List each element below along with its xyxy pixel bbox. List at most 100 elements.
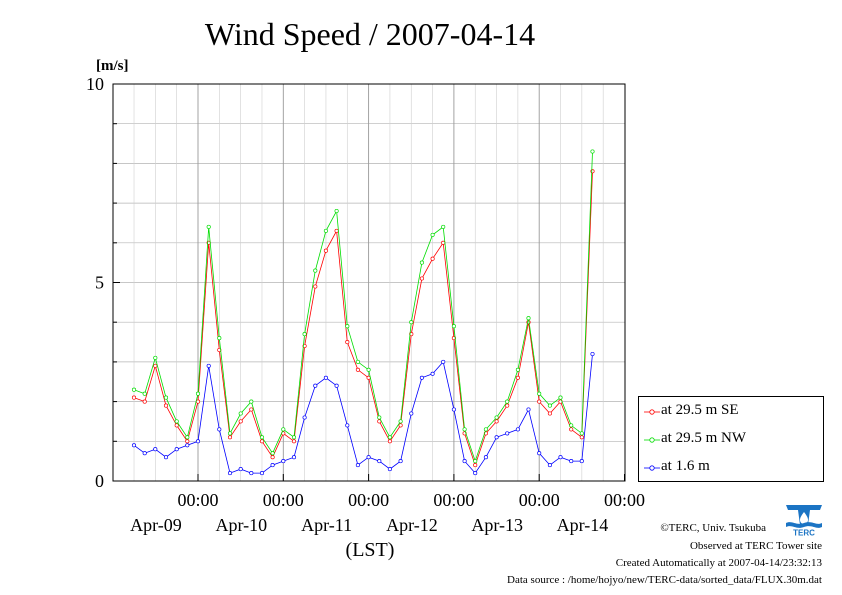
data-point [259,435,265,440]
data-point [505,403,510,408]
data-point [334,208,339,214]
data-point [281,427,286,432]
legend-item-nw: at 29.5 m NW [639,429,823,449]
x-tick-date-label: Apr-09 [130,515,182,535]
y-tick-label: 5 [95,273,104,293]
data-point [430,232,435,237]
x-axis-ticks: 00:00 Apr-09 00:00 Apr-10 00:00 Apr-11 00:00 Ap… [130,474,645,535]
data-point [419,260,424,265]
data-point [206,363,211,368]
y-axis-unit-label: [m/s] [96,58,129,74]
data-point [270,463,275,468]
data-point [569,427,574,432]
data-point [398,459,403,464]
data-point [323,375,328,380]
data-point [441,359,446,364]
created-timestamp-text: Created Automatically at 2007-04-14/23:3… [615,557,822,569]
data-point [547,463,552,468]
x-tick-time-label: 00:00 [433,490,474,510]
data-point [355,463,360,468]
x-tick-time-label: 00:00 [263,490,304,510]
data-point [398,419,403,424]
data-point [185,435,190,440]
data-point [377,415,382,420]
data-point [419,375,424,380]
data-point [281,459,286,464]
data-point [291,439,297,444]
data-point [259,439,265,444]
data-point [249,407,254,412]
data-point [174,419,179,424]
data-point [494,415,499,420]
data-point [313,268,318,273]
data-point [494,419,499,424]
data-point [473,463,478,468]
x-tick-date-label: Apr-13 [471,515,523,535]
data-point [313,383,318,388]
data-point [334,383,339,388]
legend: at 29.5 m SE at 29.5 m NW at 1.6 m [638,396,824,482]
data-point [238,467,243,472]
data-point [345,423,350,428]
legend-item-1-6m: at 1.6 m [639,457,823,477]
data-point [569,459,574,464]
data-point [345,324,350,329]
data-point [323,248,328,253]
data-point [451,324,456,329]
data-point [558,455,563,460]
data-point [142,399,147,404]
data-point [174,423,179,428]
series-line-0 [133,171,593,467]
x-tick-time-label: 00:00 [177,490,218,510]
data-point [590,149,595,154]
x-tick-time-label: 00:00 [519,490,560,510]
data-point [238,411,243,416]
data-point [505,431,510,436]
data-point [185,443,190,448]
data-point [537,391,542,396]
data-point [206,224,211,229]
data-point [494,435,499,440]
data-point [590,351,595,357]
data-point [462,427,467,432]
data-point [153,355,158,360]
legend-swatch-1-6m [644,465,660,471]
data-point [153,363,158,368]
data-point [515,367,520,372]
series-line-1 [133,151,593,463]
data-point [313,284,318,289]
data-point [398,423,403,428]
terc-logo-icon: TERC [784,501,824,537]
data-point [270,455,275,460]
data-point [537,451,542,456]
data-point [430,371,435,376]
data-point [249,399,254,404]
data-point [302,415,307,420]
grid-lines [113,84,625,481]
data-point [451,407,456,412]
data-point [355,367,360,372]
svg-text:TERC: TERC [793,529,815,538]
data-point [163,403,169,408]
data-point [505,399,510,404]
data-point [227,431,233,436]
data-point [259,471,265,476]
data-point [270,451,275,456]
data-point [387,439,392,444]
data-point [227,471,233,476]
data-point [142,451,147,456]
data-point [569,423,574,428]
data-point [579,459,584,464]
data-point [323,228,328,233]
chart-title: Wind Speed / 2007-04-14 [205,16,535,52]
data-point [526,316,531,321]
data-point [195,391,201,396]
observed-at-text: Observed at TERC Tower site [689,540,822,552]
legend-label-nw: at 29.5 m NW [661,430,746,446]
data-point [483,427,488,432]
data-point [334,228,339,233]
data-point [409,411,414,416]
series-layer [131,149,595,476]
x-axis-label: (LST) [346,539,395,561]
y-tick-label: 0 [95,471,104,491]
